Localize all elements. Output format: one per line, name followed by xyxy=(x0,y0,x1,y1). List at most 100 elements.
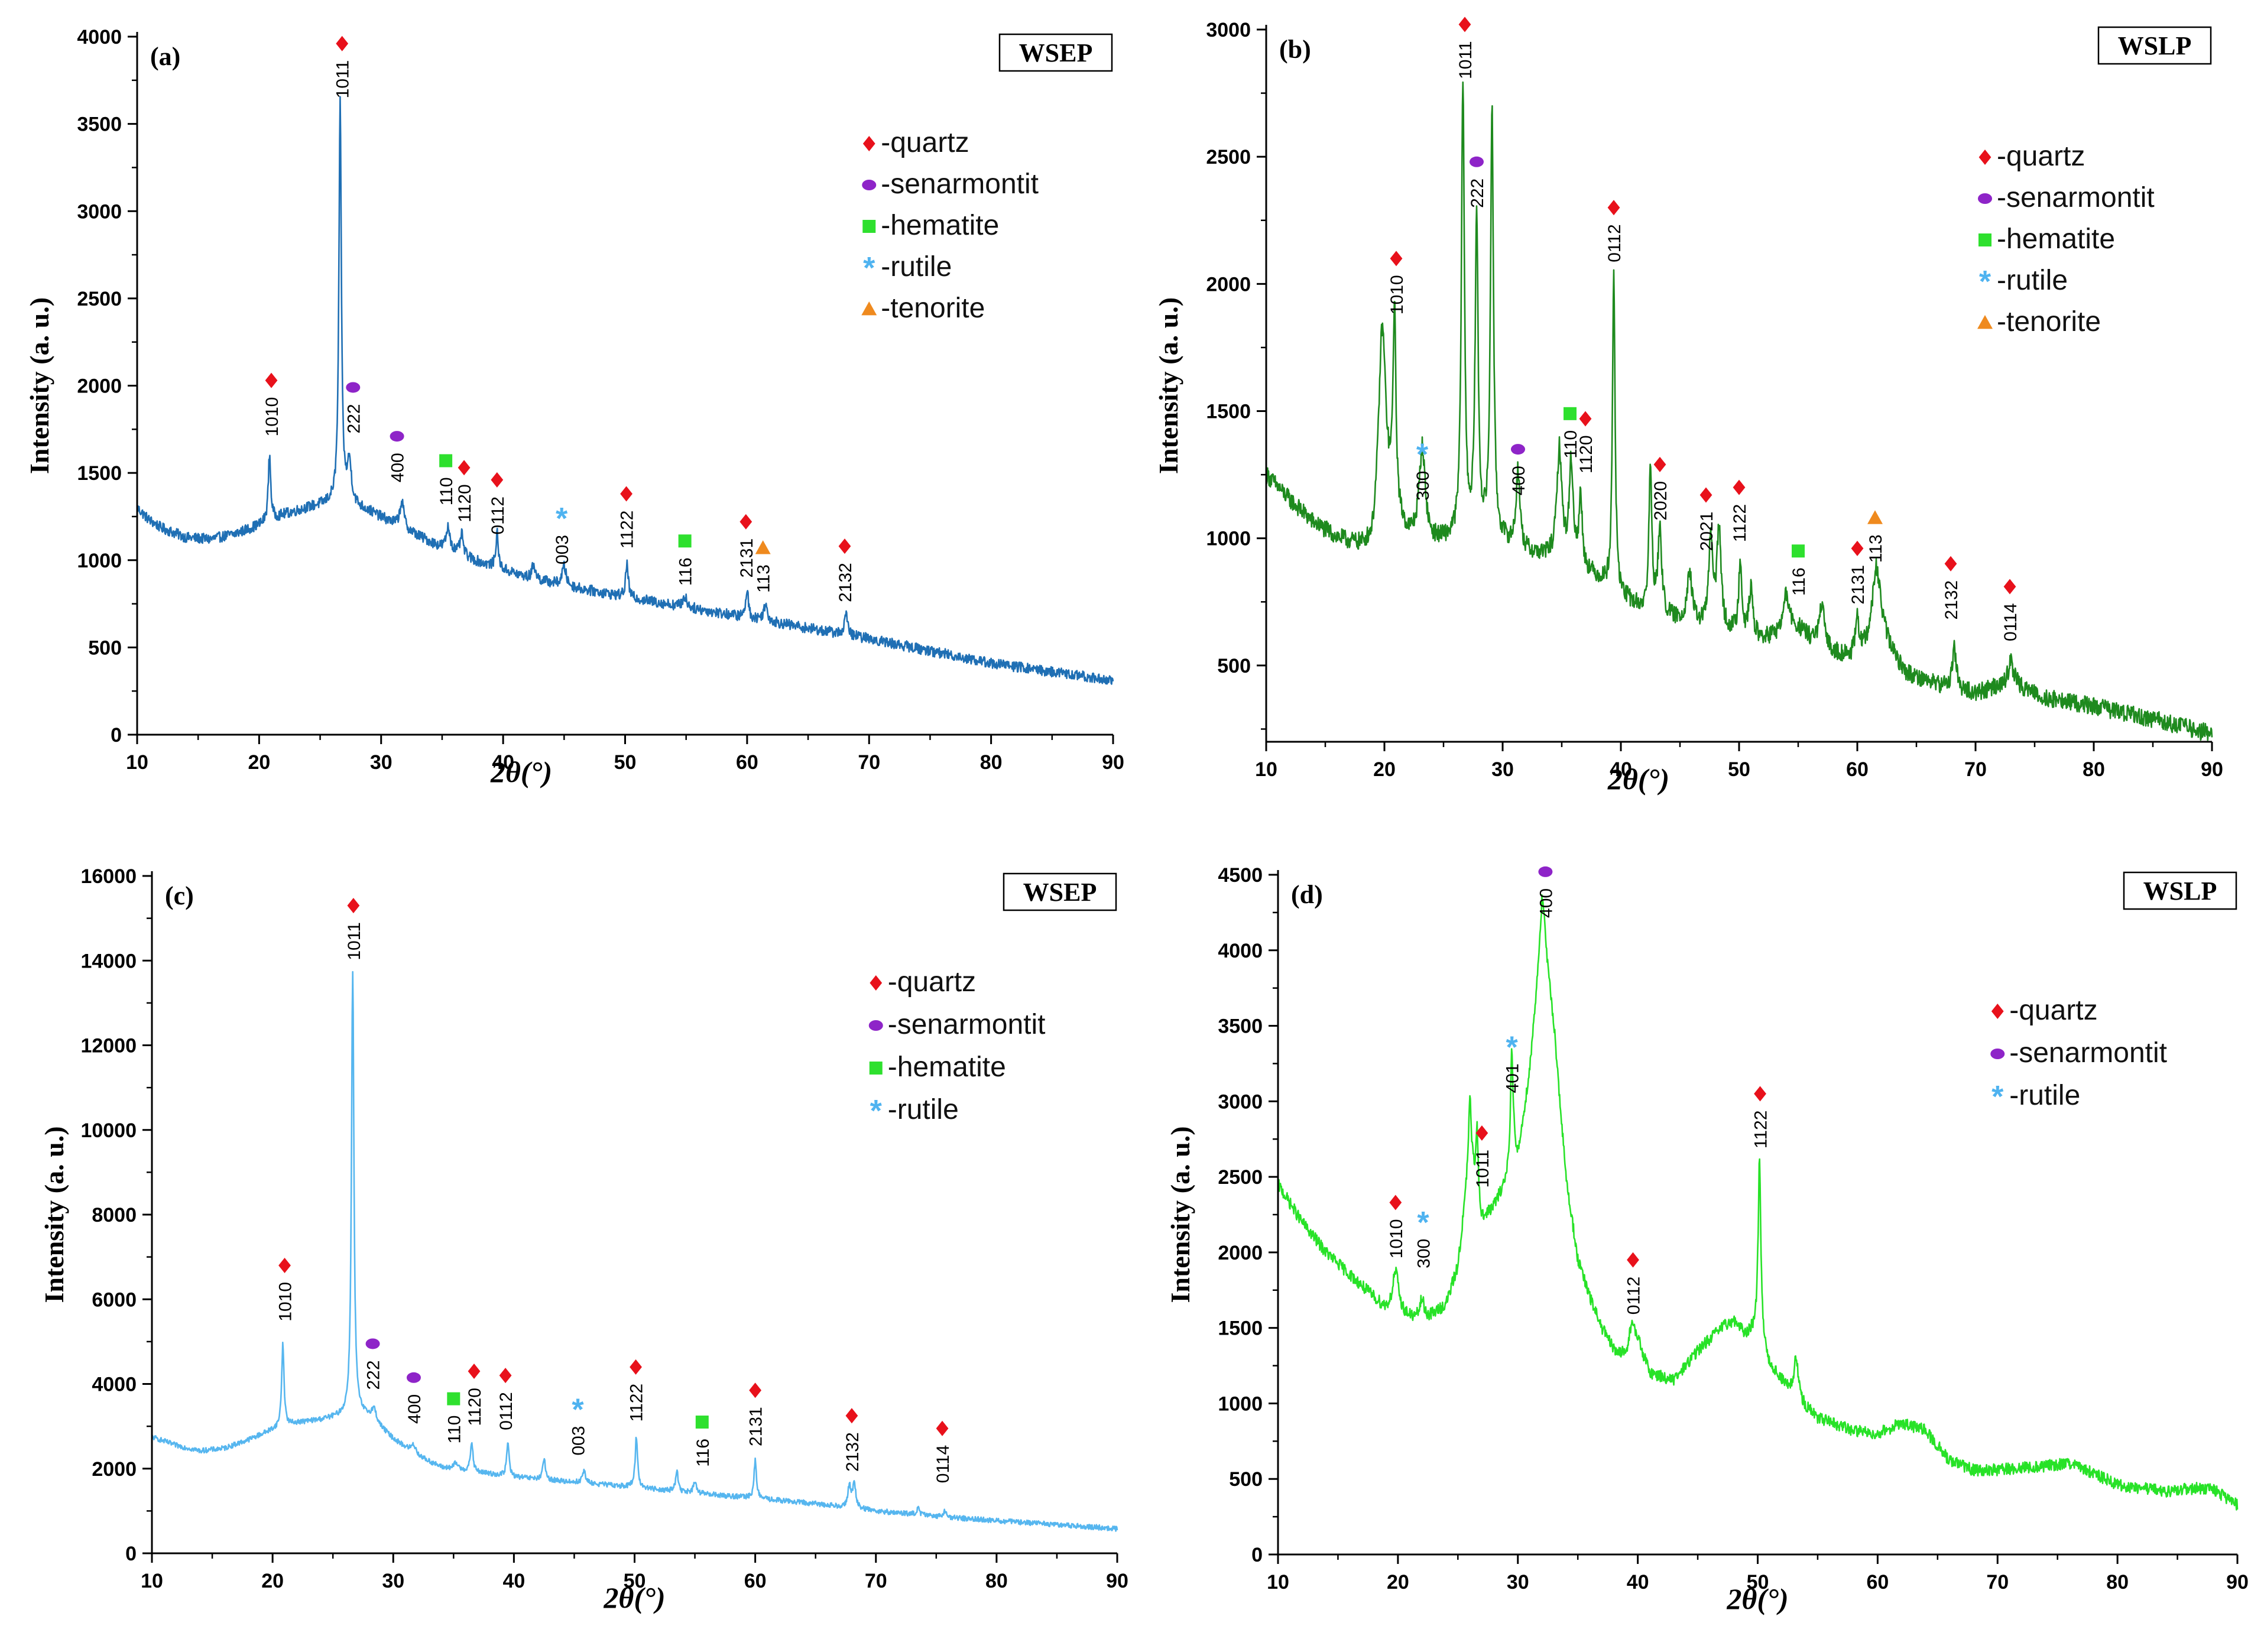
legend-label: -quartz xyxy=(881,127,969,158)
peak-label: 1011 xyxy=(345,922,364,960)
rutile-marker: * xyxy=(1979,265,1991,299)
y-tick-label: 6000 xyxy=(92,1289,137,1311)
peak-label: 1120 xyxy=(465,1388,485,1426)
peak-label: 400 xyxy=(1509,466,1529,495)
y-tick-label: 1500 xyxy=(77,462,122,485)
legend-label: -hematite xyxy=(1997,223,2115,255)
quartz-marker xyxy=(620,486,633,502)
sample-label-box xyxy=(998,33,1113,72)
y-tick-label: 10000 xyxy=(80,1119,137,1142)
y-tick-label: 1500 xyxy=(1206,401,1251,423)
peak-label: 113 xyxy=(754,564,774,593)
quartz-marker xyxy=(265,372,278,388)
quartz-marker xyxy=(1627,1252,1639,1268)
x-tick-label: 10 xyxy=(126,751,148,774)
y-axis-label: Intensity (a. u.) xyxy=(24,297,54,474)
quartz-marker xyxy=(862,136,875,151)
peak-label: 2020 xyxy=(1651,481,1671,521)
x-tick-label: 60 xyxy=(736,751,758,774)
legend-label: -rutile xyxy=(888,1094,959,1125)
legend-label: -senarmontit xyxy=(888,1009,1046,1040)
quartz-marker xyxy=(278,1257,291,1273)
peak-label: 2131 xyxy=(747,1407,766,1446)
quartz-marker xyxy=(630,1359,642,1375)
panel-d: 10 20 30 40 50 60 70 80 90 0 500 1000 1500 2000 2500 30… xyxy=(1165,864,2249,1615)
legend-label: -rutile xyxy=(1997,265,2068,296)
peak-label: 0112 xyxy=(1624,1277,1644,1315)
quartz-marker xyxy=(1389,1195,1402,1210)
peak-label: 116 xyxy=(1789,567,1809,596)
x-tick-label: 10 xyxy=(1267,1571,1289,1593)
y-tick-label: 1000 xyxy=(77,550,122,572)
x-tick-label: 50 xyxy=(1747,1571,1769,1593)
peak-label: 1120 xyxy=(1577,435,1596,473)
peak-label: 222 xyxy=(344,404,364,433)
panel-label: (a) xyxy=(150,42,180,71)
sample-label-box xyxy=(2123,871,2237,910)
peak-label: 110 xyxy=(437,477,456,505)
quartz-marker xyxy=(838,538,851,554)
spectrum-line-c xyxy=(151,971,1118,1532)
quartz-marker xyxy=(2003,579,2016,595)
hematite-marker xyxy=(439,454,453,468)
rutile-marker: * xyxy=(1417,1206,1429,1240)
peak-label: 1010 xyxy=(262,397,282,437)
hematite-marker xyxy=(695,1415,709,1429)
x-tick-label: 70 xyxy=(1986,1571,2009,1593)
panel-label: (d) xyxy=(1291,880,1323,909)
x-tick-label: 20 xyxy=(261,1570,284,1592)
peak-label: 1010 xyxy=(1387,1219,1406,1259)
sample-label-box xyxy=(1003,872,1117,911)
peak-label: 400 xyxy=(405,1394,424,1424)
x-tick-label: 90 xyxy=(1102,751,1124,774)
peak-label: 2132 xyxy=(843,1432,862,1472)
y-tick-label: 2000 xyxy=(77,375,122,398)
senarmontit-marker xyxy=(1511,444,1525,455)
spectrum-line-b xyxy=(1265,81,2213,741)
peak-label: 400 xyxy=(1536,888,1556,918)
x-tick-label: 30 xyxy=(382,1570,404,1592)
x-tick-label: 80 xyxy=(2106,1571,2129,1593)
peak-label: 113 xyxy=(1866,534,1886,563)
x-tick-label: 20 xyxy=(248,751,270,774)
x-tick-label: 90 xyxy=(2201,758,2223,781)
spectrum-line-d xyxy=(1277,894,2239,1511)
legend-label: -quartz xyxy=(2009,995,2097,1026)
legend-label: -senarmontit xyxy=(2009,1037,2167,1069)
spectrum-line-a xyxy=(136,96,1114,685)
legend-label: -quartz xyxy=(888,966,976,998)
peak-label: 0114 xyxy=(2001,603,2020,641)
x-axis-label: 2θ(°) xyxy=(1726,1582,1788,1615)
peak-label: 1122 xyxy=(1751,1111,1771,1149)
hematite-marker xyxy=(1792,544,1805,558)
quartz-marker xyxy=(1653,456,1666,472)
x-tick-label: 20 xyxy=(1387,1571,1409,1593)
y-tick-label: 3500 xyxy=(77,113,122,136)
quartz-marker xyxy=(936,1420,949,1436)
panel-label: (c) xyxy=(165,881,194,910)
y-tick-label: 3500 xyxy=(1218,1015,1263,1038)
peak-label: 0112 xyxy=(497,1392,516,1430)
peak-label: 2132 xyxy=(1942,580,1961,620)
quartz-marker xyxy=(870,975,883,991)
x-tick-label: 70 xyxy=(865,1570,887,1592)
peak-label: 401 xyxy=(1503,1063,1523,1093)
x-tick-label: 50 xyxy=(614,751,637,774)
peak-label: 0114 xyxy=(933,1445,953,1484)
quartz-marker xyxy=(1754,1086,1766,1102)
x-axis-label: 2θ(°) xyxy=(1607,762,1669,796)
peak-label: 116 xyxy=(693,1439,713,1467)
quartz-marker xyxy=(491,472,504,488)
y-tick-label: 2000 xyxy=(92,1458,137,1481)
quartz-marker xyxy=(1978,150,1991,165)
y-tick-label: 0 xyxy=(1251,1544,1263,1566)
y-tick-label: 500 xyxy=(1217,655,1251,677)
quartz-marker xyxy=(1607,200,1620,216)
legend-label: -quartz xyxy=(1997,141,2085,172)
legend-label: -hematite xyxy=(888,1051,1006,1083)
x-tick-label: 10 xyxy=(1255,758,1277,781)
x-tick-label: 30 xyxy=(1491,758,1514,781)
